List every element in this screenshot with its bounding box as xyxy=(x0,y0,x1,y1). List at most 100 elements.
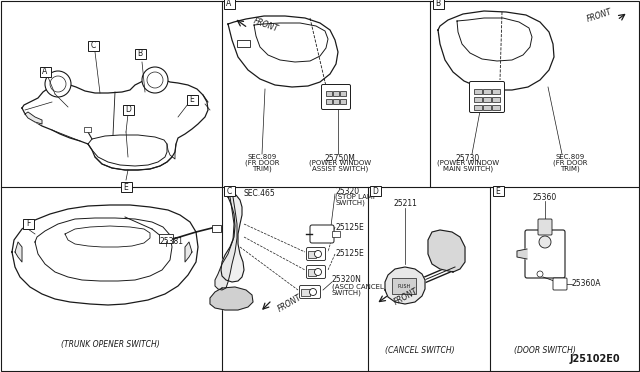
Bar xyxy=(492,89,500,93)
Text: E: E xyxy=(189,96,195,105)
Bar xyxy=(84,127,91,132)
Text: TRIM): TRIM) xyxy=(252,166,272,173)
Text: E: E xyxy=(495,186,500,196)
Bar xyxy=(474,105,482,109)
Circle shape xyxy=(142,67,168,93)
Text: (ASCD CANCEL: (ASCD CANCEL xyxy=(332,284,384,290)
FancyBboxPatch shape xyxy=(470,81,504,112)
Polygon shape xyxy=(385,267,425,304)
Bar xyxy=(483,89,491,93)
Text: B: B xyxy=(435,0,440,9)
Text: C: C xyxy=(227,186,232,196)
Text: E: E xyxy=(124,183,129,192)
Circle shape xyxy=(50,76,66,92)
Text: 25211: 25211 xyxy=(393,199,417,208)
Polygon shape xyxy=(15,242,22,262)
FancyBboxPatch shape xyxy=(310,225,334,243)
FancyBboxPatch shape xyxy=(321,84,351,109)
Circle shape xyxy=(310,289,317,295)
Bar xyxy=(340,90,346,96)
Polygon shape xyxy=(428,230,465,272)
Text: FRONT: FRONT xyxy=(393,287,420,307)
Text: (DOOR SWITCH): (DOOR SWITCH) xyxy=(514,346,576,355)
Polygon shape xyxy=(185,242,192,262)
Text: SWITCH): SWITCH) xyxy=(332,290,362,296)
Text: (TRUNK OPENER SWITCH): (TRUNK OPENER SWITCH) xyxy=(61,340,159,349)
Bar xyxy=(223,186,234,196)
Text: J25102E0: J25102E0 xyxy=(570,354,620,364)
Text: (STOP LAMP: (STOP LAMP xyxy=(335,194,377,200)
Bar xyxy=(474,89,482,93)
Text: SEC.809: SEC.809 xyxy=(248,154,276,160)
Bar xyxy=(326,90,332,96)
Bar xyxy=(333,90,339,96)
Text: FRONT: FRONT xyxy=(276,293,303,313)
Bar xyxy=(492,96,500,102)
Bar xyxy=(134,49,145,59)
Bar xyxy=(340,99,346,103)
Bar xyxy=(122,105,134,115)
Polygon shape xyxy=(517,249,527,259)
FancyBboxPatch shape xyxy=(300,285,321,298)
Text: SEC.465: SEC.465 xyxy=(243,189,275,199)
Bar xyxy=(212,225,221,232)
FancyBboxPatch shape xyxy=(525,230,565,278)
Polygon shape xyxy=(221,195,244,282)
Text: 25750M: 25750M xyxy=(324,154,355,163)
Text: (POWER WINDOW: (POWER WINDOW xyxy=(309,160,371,167)
Bar xyxy=(159,234,173,243)
Text: 25125E: 25125E xyxy=(335,222,364,231)
Bar xyxy=(483,96,491,102)
Text: (FR DOOR: (FR DOOR xyxy=(553,160,588,167)
Bar xyxy=(120,182,131,192)
Text: SEC.809: SEC.809 xyxy=(556,154,584,160)
Bar xyxy=(40,67,51,77)
Bar xyxy=(186,95,198,105)
Bar xyxy=(474,96,482,102)
Text: C: C xyxy=(90,42,95,51)
Text: 25125E: 25125E xyxy=(335,250,364,259)
Bar xyxy=(326,99,332,103)
Bar xyxy=(223,0,234,9)
FancyBboxPatch shape xyxy=(538,219,552,235)
Circle shape xyxy=(314,269,321,276)
FancyBboxPatch shape xyxy=(553,278,567,290)
Text: PUSH: PUSH xyxy=(397,283,411,289)
Text: SWITCH): SWITCH) xyxy=(335,200,365,206)
Text: ASSIST SWITCH): ASSIST SWITCH) xyxy=(312,166,368,173)
Text: A: A xyxy=(227,0,232,9)
Bar xyxy=(301,289,310,295)
Circle shape xyxy=(539,236,551,248)
Text: (FR DOOR: (FR DOOR xyxy=(244,160,279,167)
Circle shape xyxy=(314,250,321,257)
Text: 25320N: 25320N xyxy=(332,276,362,285)
Circle shape xyxy=(537,271,543,277)
Text: D: D xyxy=(372,186,378,196)
Bar xyxy=(483,105,491,109)
Bar xyxy=(433,0,444,9)
FancyBboxPatch shape xyxy=(307,266,326,279)
Text: A: A xyxy=(42,67,47,77)
Text: MAIN SWITCH): MAIN SWITCH) xyxy=(443,166,493,173)
Bar xyxy=(308,250,316,257)
Bar xyxy=(237,40,250,47)
Bar xyxy=(369,186,381,196)
Text: (CANCEL SWITCH): (CANCEL SWITCH) xyxy=(385,346,455,355)
Text: FRONT: FRONT xyxy=(586,8,613,24)
Text: D: D xyxy=(125,106,131,115)
Text: 25381: 25381 xyxy=(160,237,184,246)
Circle shape xyxy=(147,72,163,88)
Bar xyxy=(332,231,340,237)
Bar xyxy=(333,99,339,103)
Polygon shape xyxy=(25,112,42,124)
Text: FRONT: FRONT xyxy=(252,16,280,34)
Text: B: B xyxy=(138,49,143,58)
Bar xyxy=(392,278,416,294)
Text: 25360A: 25360A xyxy=(572,279,602,289)
Text: F: F xyxy=(26,219,30,228)
Bar xyxy=(492,105,500,109)
Bar xyxy=(493,186,504,196)
Text: TRIM): TRIM) xyxy=(560,166,580,173)
Polygon shape xyxy=(215,197,237,290)
Bar xyxy=(88,41,99,51)
